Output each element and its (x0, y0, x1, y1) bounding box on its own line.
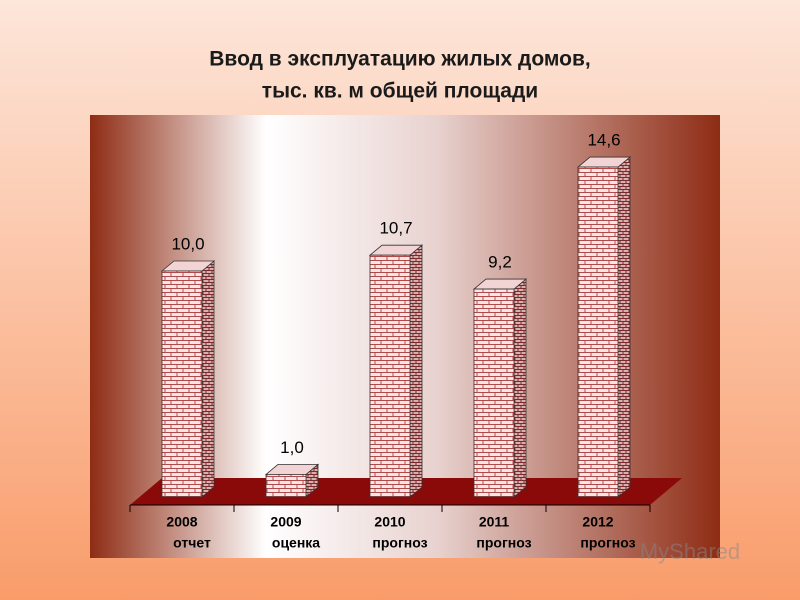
data-label: 10,0 (171, 234, 204, 253)
watermark: MyShared (640, 539, 740, 564)
x-tick-label: прогноз (476, 535, 531, 551)
x-tick-label: оценка (272, 535, 320, 551)
bar-side (513, 278, 527, 498)
chart-title: Ввод в эксплуатацию жилых домов, (209, 48, 590, 71)
x-tick-label: прогноз (372, 535, 427, 551)
data-label: 14,6 (587, 131, 620, 150)
data-label: 9,2 (488, 253, 512, 272)
x-tick-label: 2008 (166, 514, 197, 530)
bar-side (617, 156, 631, 498)
data-label: 10,7 (379, 219, 412, 238)
x-tick-label: 2010 (374, 514, 405, 530)
data-label: 1,0 (280, 438, 304, 457)
bar (369, 254, 411, 498)
x-tick-label: прогноз (580, 535, 635, 551)
bar (161, 270, 203, 498)
x-tick-label: 2011 (479, 514, 510, 530)
bar (577, 166, 619, 498)
bar (473, 288, 515, 498)
x-tick-label: 2012 (582, 514, 613, 530)
x-tick-label: 2009 (270, 514, 301, 530)
bar-side (201, 260, 215, 498)
bar-side (409, 244, 423, 498)
x-tick-label: отчет (173, 535, 211, 551)
bar (265, 473, 307, 498)
chart-title: тыс. кв. м общей площади (262, 80, 538, 103)
